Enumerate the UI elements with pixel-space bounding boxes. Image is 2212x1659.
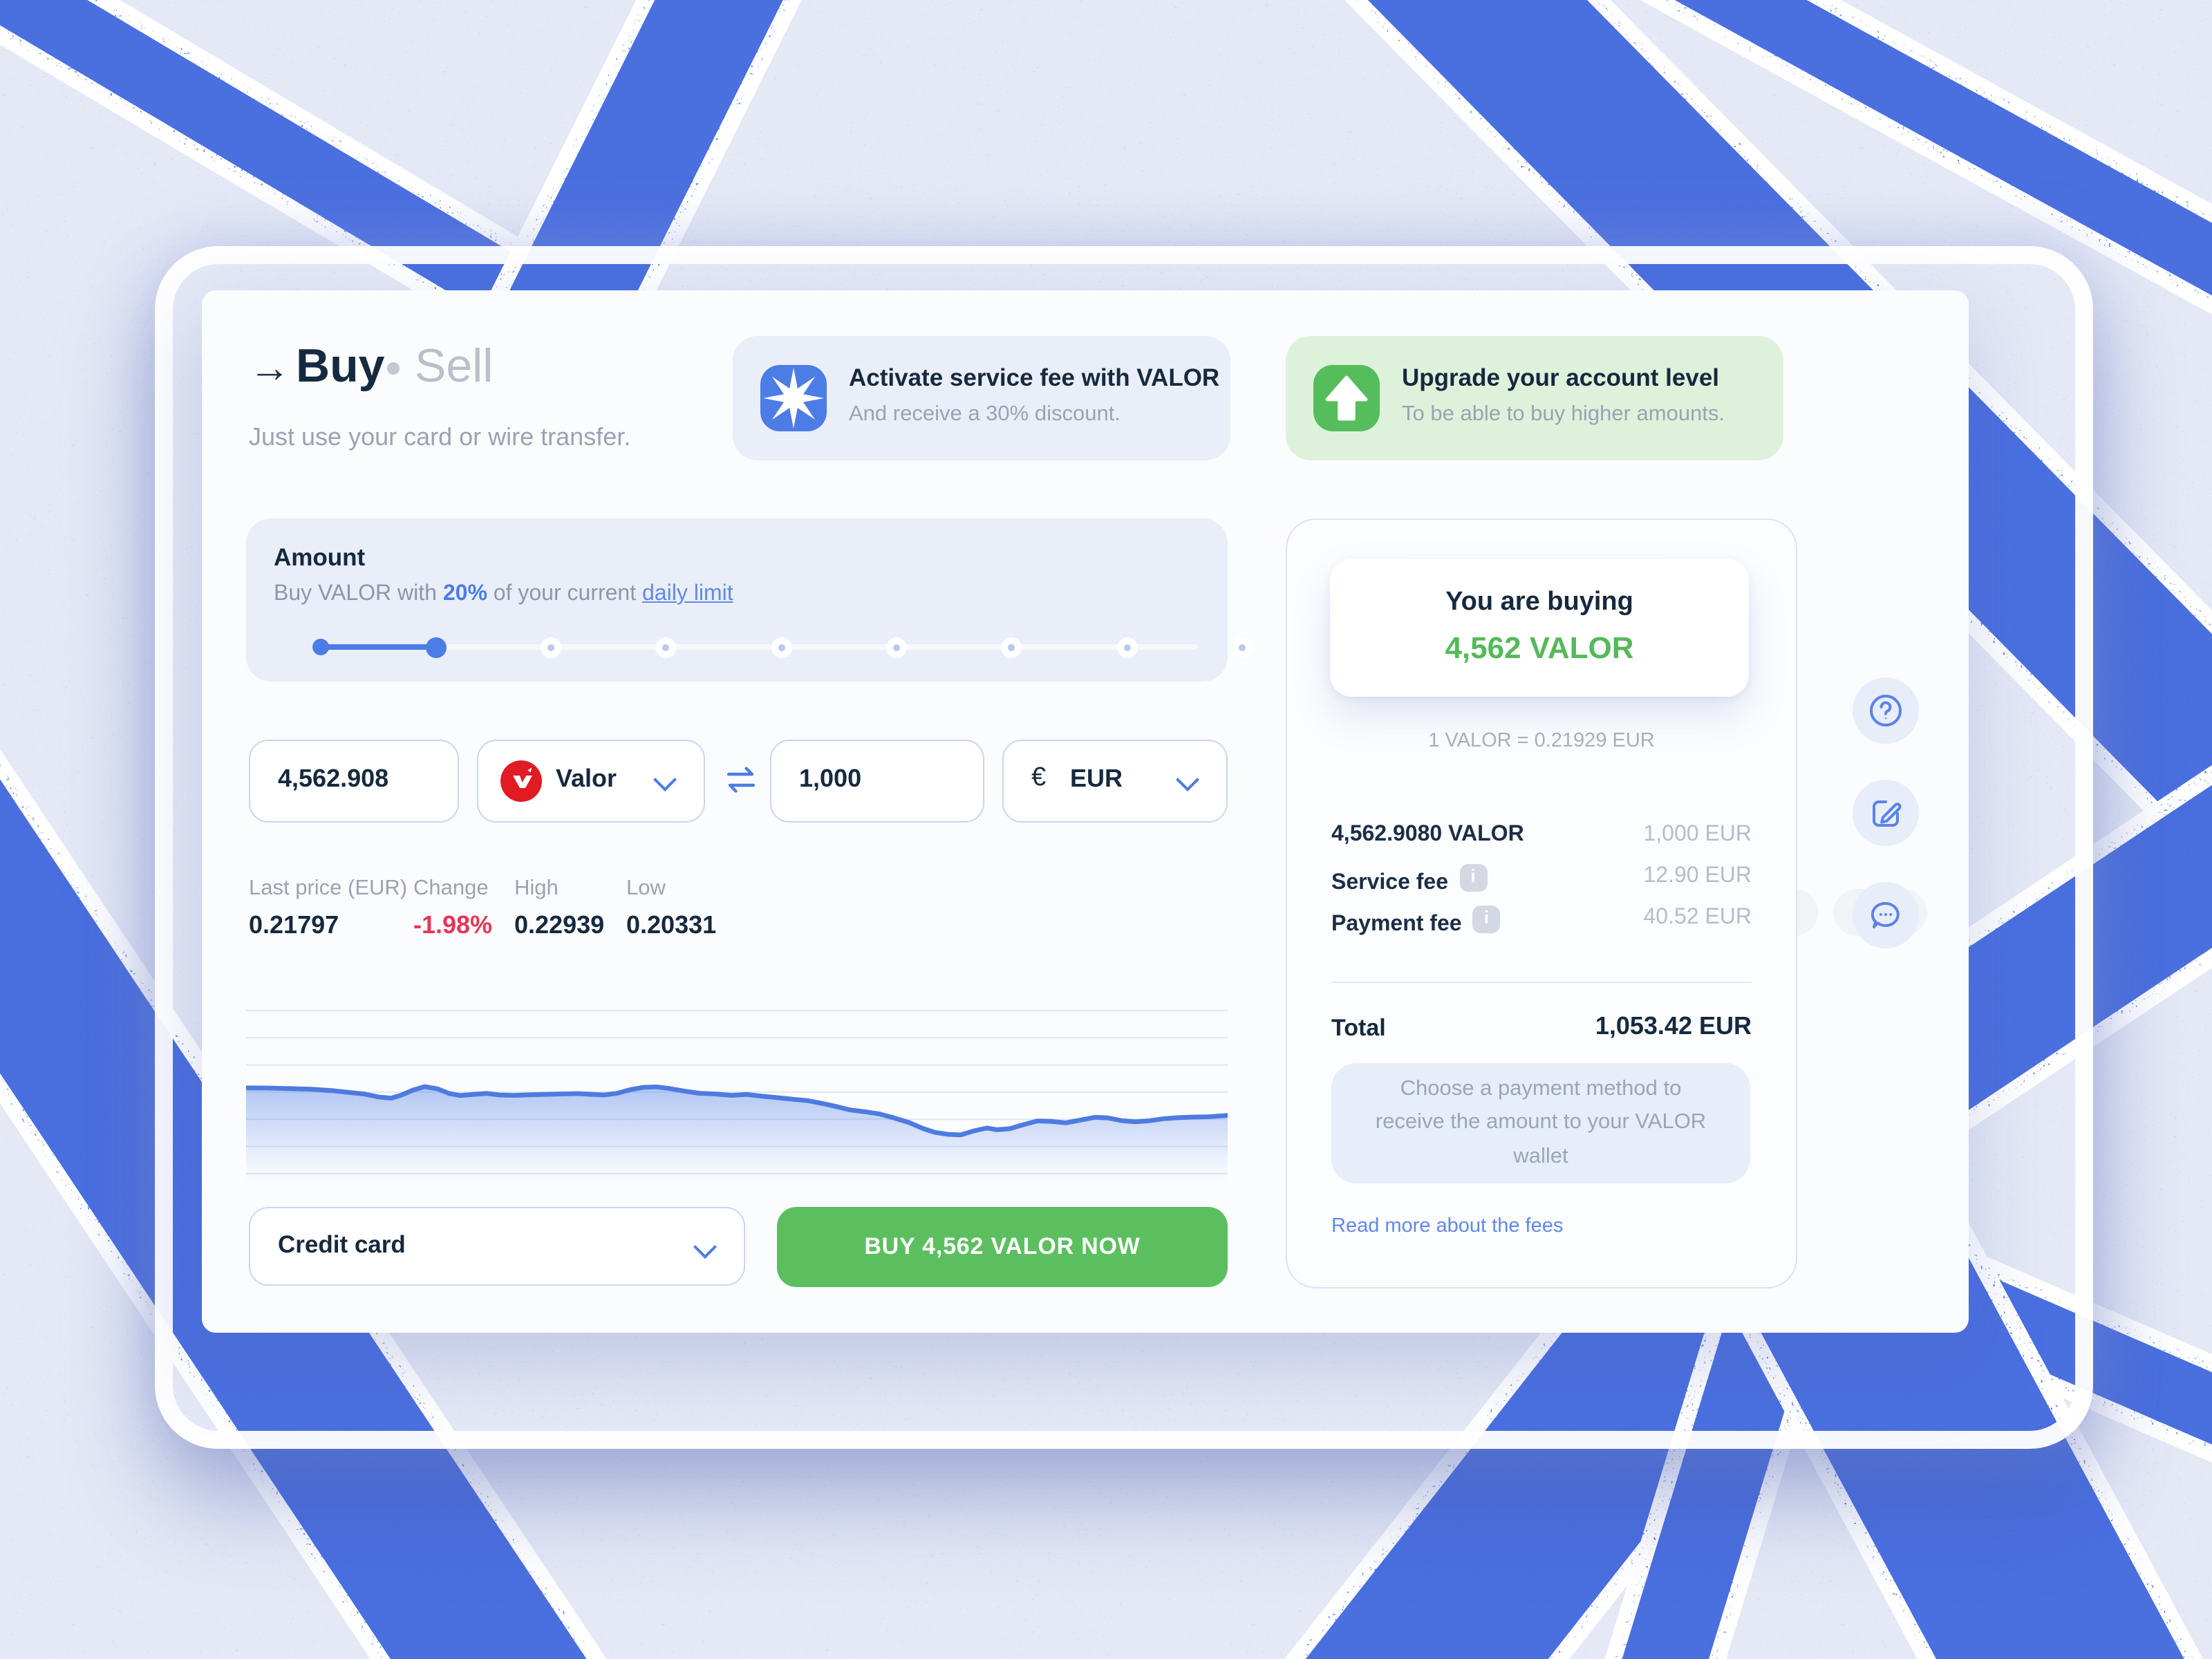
payment-method-notice: Choose a payment method to receive the a… [1331, 1063, 1750, 1183]
stat-low: Low 0.20331 [626, 877, 716, 940]
read-more-fees-link[interactable]: Read more about the fees [1331, 1215, 1564, 1237]
fiat-amount-input[interactable]: 1,000 [770, 740, 984, 823]
amount-card: Amount Buy VALOR with 20% of your curren… [246, 518, 1253, 682]
banner-subtitle: And receive a 30% discount. [849, 402, 1121, 426]
total-value: 1,053.42 EUR [1595, 1012, 1752, 1040]
banner-title: Activate service fee with VALOR [849, 364, 1220, 391]
summary-heading: You are buying [1445, 588, 1633, 617]
daily-limit-link[interactable]: daily limit [642, 582, 733, 606]
total-label: Total [1331, 1015, 1386, 1041]
chevron-down-icon [1176, 768, 1199, 791]
fiat-currency-label: EUR [1070, 765, 1123, 792]
row-label: Payment fee [1331, 906, 1501, 937]
stat-high: High 0.22939 [514, 877, 604, 940]
slider-step[interactable] [1231, 637, 1253, 657]
swap-icon[interactable] [723, 762, 759, 798]
slider-step[interactable] [886, 637, 907, 657]
star-icon [760, 365, 827, 431]
chevron-down-icon [693, 1235, 717, 1259]
tablet-bezel [155, 246, 2093, 1449]
summary-row-payment-fee: Payment fee 40.52 EUR [1331, 906, 1752, 939]
chevron-down-icon [653, 768, 677, 791]
summary-row-service-fee: Service fee 12.90 EUR [1331, 864, 1752, 897]
you-are-buying-card: You are buying 4,562 VALOR [1330, 559, 1749, 697]
stat-change: Change -1.98% [413, 877, 492, 940]
slider-step[interactable] [1001, 637, 1022, 657]
chart-line [246, 1084, 1228, 1138]
summary-amount: 4,562 VALOR [1445, 630, 1634, 665]
summary-divider [1331, 982, 1752, 983]
banner-subtitle: To be able to buy higher amounts. [1402, 402, 1725, 426]
stat-label: Last price (EUR) [249, 877, 408, 900]
summary-total-row: Total 1,053.42 EUR [1331, 1012, 1752, 1048]
slider-track[interactable] [321, 644, 1197, 650]
slider-step[interactable] [541, 637, 562, 657]
slider-step[interactable] [1116, 637, 1138, 657]
tab-sell[interactable]: Sell [415, 340, 494, 393]
row-label: Service fee [1331, 864, 1488, 896]
euro-icon: € [1031, 763, 1047, 792]
exchange-card: → Buy Sell Just use your card or wire tr… [202, 290, 1969, 1333]
amount-text-prefix: Buy VALOR with [274, 582, 443, 606]
crypto-amount-input[interactable]: 4,562.908 [249, 740, 459, 823]
stat-value: 0.22939 [514, 911, 605, 939]
chat-button[interactable] [1853, 882, 1919, 948]
row-label: 4,562.9080 VALOR [1331, 823, 1524, 846]
header-subtitle: Just use your card or wire transfer. [249, 423, 631, 451]
fiat-amount-value: 1,000 [799, 765, 862, 792]
crypto-currency-select[interactable]: Valor [477, 740, 705, 823]
slider-handle[interactable] [425, 637, 447, 657]
stat-label: High [514, 877, 559, 900]
crypto-currency-label: Valor [556, 765, 617, 792]
price-chart[interactable] [246, 986, 1228, 1183]
summary-row-amount: 4,562.9080 VALOR 1,000 EUR [1331, 823, 1752, 856]
fiat-currency-select[interactable]: € EUR [1002, 740, 1228, 823]
slider-step[interactable] [771, 637, 792, 657]
slider-step[interactable] [655, 637, 677, 657]
arrow-up-icon [1313, 365, 1380, 431]
stat-label: Change [413, 877, 489, 900]
valor-coin-icon [500, 760, 542, 802]
stat-value: 0.21797 [249, 911, 339, 939]
amount-description: Buy VALOR with 20% of your current daily… [274, 582, 733, 607]
crypto-amount-value: 4,562.908 [278, 765, 389, 792]
row-value: 40.52 EUR [1643, 906, 1752, 929]
row-value: 1,000 EUR [1643, 823, 1752, 846]
chart-area-fill [246, 1087, 1228, 1183]
notice-text: Choose a payment method to receive the a… [1375, 1077, 1707, 1168]
tab-buy[interactable]: Buy [296, 340, 385, 393]
stat-label: Low [626, 877, 666, 900]
exchange-rate: 1 VALOR = 0.21929 EUR [1428, 730, 1655, 752]
header-arrow-icon: → [249, 346, 290, 391]
row-label-text: Service fee [1331, 871, 1449, 894]
stat-value: 0.20331 [626, 911, 717, 939]
banner-title: Upgrade your account level [1402, 364, 1720, 391]
stat-value: -1.98% [413, 911, 493, 939]
buy-now-button[interactable]: BUY 4,562 VALOR NOW [777, 1207, 1228, 1287]
tab-separator-dot [387, 362, 400, 375]
help-button[interactable] [1853, 677, 1919, 744]
row-label-text: Payment fee [1331, 912, 1462, 936]
order-summary-panel: You are buying 4,562 VALOR 1 VALOR = 0.2… [1286, 518, 1797, 1288]
amount-title: Amount [274, 543, 366, 571]
payment-method-value: Credit card [278, 1230, 406, 1258]
slider-track-active [321, 644, 437, 650]
slider-step[interactable] [312, 639, 329, 655]
payment-method-select[interactable]: Credit card [249, 1207, 745, 1286]
amount-slider[interactable] [246, 626, 1253, 668]
edit-button[interactable] [1853, 780, 1919, 846]
banner-service-fee[interactable]: Activate service fee with VALOR And rece… [733, 336, 1230, 460]
stat-last-price: Last price (EUR) 0.21797 [249, 877, 407, 940]
banner-upgrade-account[interactable]: Upgrade your account level To be able to… [1286, 336, 1783, 460]
amount-percent: 20% [442, 582, 487, 606]
info-icon[interactable] [1459, 864, 1488, 892]
amount-text-middle: of your current [487, 582, 642, 606]
row-value: 12.90 EUR [1643, 864, 1752, 888]
info-icon[interactable] [1472, 906, 1501, 933]
